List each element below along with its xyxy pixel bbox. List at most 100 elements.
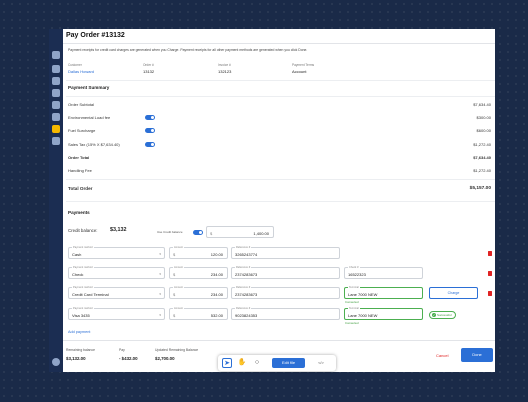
payment-success-badge: Successful (429, 311, 456, 319)
order-subtotal-label: Order Subtotal (68, 102, 95, 107)
environmental-fee-toggle[interactable] (145, 115, 155, 120)
currency-symbol: $ (173, 312, 176, 318)
terminal-select[interactable]: Terminal Lane 7000 NEW (344, 307, 423, 320)
edit-file-button[interactable]: Edit file (272, 358, 305, 368)
sidebar-clock-icon[interactable] (52, 89, 60, 97)
field-label: Terminal (348, 307, 360, 310)
sidebar-chart-icon[interactable] (52, 65, 60, 73)
order-total-label: Order Total (68, 155, 90, 160)
field-label: Payment method (72, 307, 94, 310)
field-label: Amount (173, 307, 184, 310)
payment-terms-value: Account (292, 69, 307, 74)
currency-symbol: $ (173, 251, 176, 257)
chevron-down-icon: ▾ (159, 271, 161, 276)
terminal-status-text: Connected (345, 321, 359, 325)
amount-input[interactable]: Amount $ 234.00 (169, 286, 228, 299)
header-divider (63, 43, 495, 44)
payments-heading: Payments (68, 210, 90, 215)
field-label: Payment method (72, 266, 94, 269)
reference-input[interactable]: Reference # 2374283673 (231, 266, 340, 279)
amount-value: 120.00 (210, 251, 223, 257)
field-label: Payment method (72, 246, 94, 249)
reference-input[interactable]: Reference # 9023824353 (231, 307, 340, 320)
currency-symbol: $ (173, 291, 176, 297)
done-button[interactable]: Done (461, 348, 493, 362)
amount-value: 532.00 (210, 312, 223, 318)
updated-balance-label: Updated Remaining Balance (155, 348, 199, 352)
pay-label: Pay (119, 348, 125, 352)
invoice-number-value: 132123 (218, 69, 232, 74)
amount-input[interactable]: Amount $ 234.00 (169, 266, 228, 279)
reference-value: 9023824353 (235, 312, 258, 318)
divider (66, 179, 495, 180)
field-label: Amount (173, 266, 184, 269)
divider (66, 201, 495, 202)
add-payment-link[interactable]: Add payment (68, 330, 91, 334)
payment-method-value: Cash (72, 251, 82, 257)
sales-tax-label: Sales Tax (15% X $7,634.40) (68, 142, 120, 147)
sales-tax-value: $1,272.40 (473, 142, 491, 147)
sidebar-dollar-icon[interactable] (52, 101, 60, 109)
field-label: Check # (348, 266, 360, 269)
amount-input[interactable]: Amount $ 120.00 (169, 246, 228, 259)
field-label: Reference # (235, 246, 252, 249)
terminal-value: Lane 7000 NEW (348, 312, 378, 318)
sidebar-list-icon[interactable] (52, 137, 60, 145)
invoice-number-label: Invoice # (218, 63, 231, 67)
sidebar-user-icon[interactable] (52, 125, 60, 133)
credit-balance-label: Credit balance: (68, 228, 98, 233)
hand-icon[interactable]: ✋ (237, 359, 247, 366)
trash-icon[interactable] (488, 291, 492, 296)
customer-link[interactable]: Dallas Howard (68, 69, 95, 74)
terminal-status-text: Connected (345, 300, 359, 304)
reference-value: 3265243774 (235, 251, 258, 257)
credit-balance-value: $3,132 (110, 227, 127, 233)
use-credit-label: Use Credit balance (157, 230, 183, 234)
amount-input[interactable]: Amount $ 532.00 (169, 307, 228, 320)
use-credit-amount-input[interactable]: $ 1,400.00 (206, 226, 274, 238)
check-number-value: 16522323 (348, 271, 366, 277)
sales-tax-toggle[interactable] (145, 142, 155, 147)
sidebar-file-icon[interactable] (52, 113, 60, 121)
fuel-surcharge-toggle[interactable] (145, 128, 155, 133)
currency-symbol: $ (173, 271, 176, 277)
order-total-value: $7,634.40 (473, 155, 491, 160)
sidebar-home-icon[interactable] (52, 51, 60, 59)
pay-value: - $432.00 (119, 356, 138, 361)
chevron-down-icon: ▾ (159, 291, 161, 296)
sidebar-tag-icon[interactable] (52, 77, 60, 85)
page-title: Pay Order #13132 (66, 32, 125, 39)
use-credit-toggle[interactable] (193, 230, 203, 235)
cursor-icon[interactable]: ➤ (222, 358, 232, 368)
field-label: Reference # (235, 307, 252, 310)
chevron-down-icon: ▾ (159, 312, 161, 317)
code-view-button[interactable]: </> (318, 360, 324, 365)
field-label: Reference # (235, 286, 252, 289)
field-label: Terminal (348, 286, 360, 289)
footer-divider (63, 340, 495, 341)
order-number-value: 13132 (143, 69, 155, 74)
reference-input[interactable]: Reference # 3265243774 (231, 246, 340, 259)
trash-icon[interactable] (488, 251, 492, 256)
total-order-value: $5,157.00 (469, 186, 491, 191)
trash-icon[interactable] (488, 271, 492, 276)
use-credit-amount-value: 1,400.00 (253, 230, 269, 236)
check-number-input[interactable]: Check # 16522323 (344, 266, 423, 279)
sidebar (49, 29, 63, 372)
updated-balance-value: $2,700.00 (155, 356, 175, 361)
reference-input[interactable]: Reference # 2374283673 (231, 286, 340, 299)
payment-method-select[interactable]: Payment method Check ▾ (68, 266, 165, 279)
payment-method-select[interactable]: Payment method Visa 3435 ▾ (68, 307, 165, 320)
total-order-label: Total Order (68, 186, 93, 191)
cancel-button[interactable]: Cancel (436, 353, 449, 358)
sidebar-settings-icon[interactable] (52, 358, 60, 366)
payment-method-value: Visa 3435 (72, 312, 90, 318)
payment-method-select[interactable]: Payment method Cash ▾ (68, 246, 165, 259)
terminal-select[interactable]: Terminal Lane 7000 NEW (344, 286, 423, 299)
main-content: Pay Order #13132 Payment receipts for cr… (63, 29, 495, 372)
field-label: Amount (173, 286, 184, 289)
terminal-value: Lane 7000 NEW (348, 291, 378, 297)
comment-icon[interactable]: ○ (254, 359, 260, 366)
payment-method-select[interactable]: Payment method Credit Card Terminal ▾ (68, 286, 165, 299)
charge-button[interactable]: Charge (429, 287, 478, 299)
